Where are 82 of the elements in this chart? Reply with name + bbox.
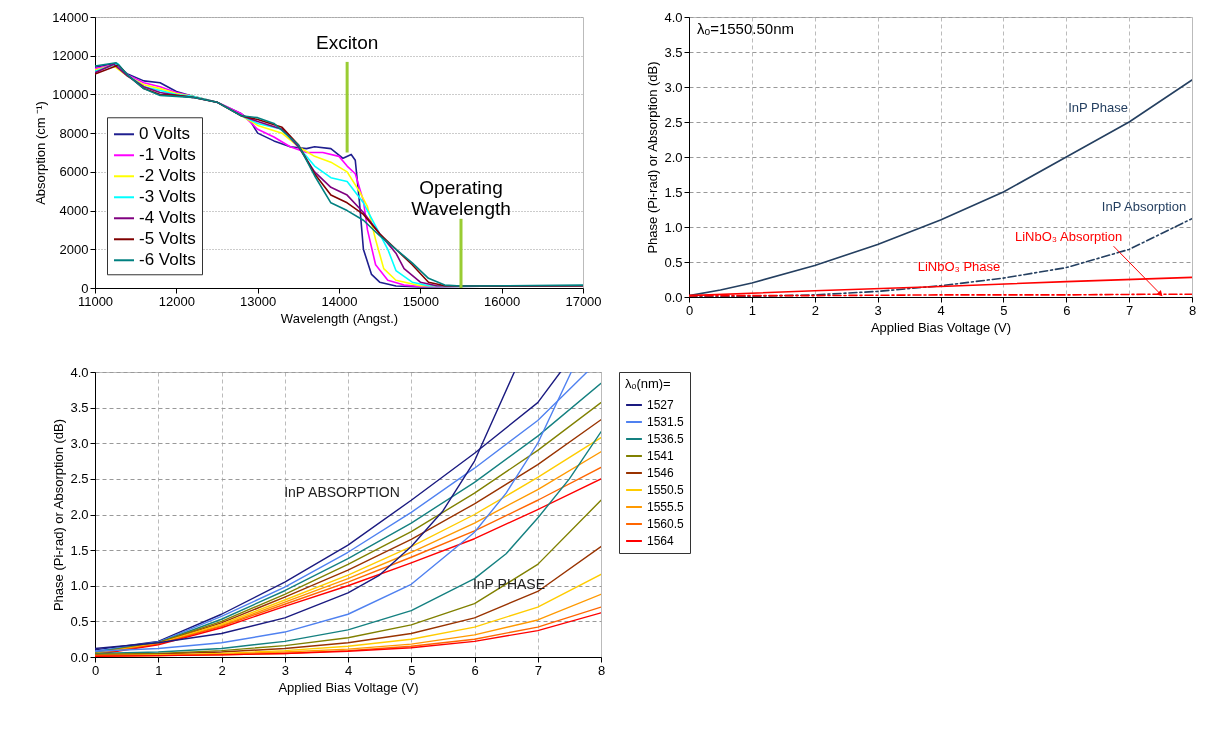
annotation: InP Absorption xyxy=(1101,199,1187,214)
y-tick-label: 4.0 xyxy=(70,364,89,380)
legend-label: 1550.5 xyxy=(647,483,685,497)
y-tick-label: 0.0 xyxy=(664,289,683,305)
x-tick-label: 8 xyxy=(1188,302,1197,318)
legend-label: -3 Volts xyxy=(139,187,196,207)
x-tick-label: 13000 xyxy=(240,293,277,309)
x-tick-label: 6 xyxy=(1063,302,1071,318)
y-tick-label: 4.0 xyxy=(664,9,683,25)
x-tick-label: 1 xyxy=(748,302,756,318)
legend-label: 1527 xyxy=(647,398,675,412)
x-tick-label: 7 xyxy=(534,662,542,678)
x-tick-label: 3 xyxy=(874,302,882,318)
annotation: InP Phase xyxy=(1068,100,1128,115)
y-tick-label: 0.5 xyxy=(70,613,89,629)
y-tick-label: 2.5 xyxy=(664,114,683,130)
x-tick-label: 8 xyxy=(597,662,606,678)
y-tick-label: 3.0 xyxy=(70,435,89,451)
y-tick-label: 1.0 xyxy=(70,578,89,594)
x-tick-label: 16000 xyxy=(484,293,521,309)
annotation: LiNbO₃ Phase xyxy=(917,259,1001,274)
legend-label: 1531.5 xyxy=(647,415,685,429)
legend-label: 1560.5 xyxy=(647,517,685,531)
y-tick-label: 1.5 xyxy=(664,184,683,200)
annotation: LiNbO₃ Absorption xyxy=(1014,229,1123,245)
legend-label: -4 Volts xyxy=(139,208,196,228)
legend-label: 1546 xyxy=(647,466,675,480)
y-tick-label: 0.0 xyxy=(70,649,89,665)
legend-title: λₒ(nm)= xyxy=(625,376,671,391)
x-tick-label: 15000 xyxy=(402,293,439,309)
y-axis-title: Phase (Pi-rad) or Absorption (dB) xyxy=(645,61,661,254)
y-axis-title: Absorption (cm ⁻¹) xyxy=(33,101,49,205)
y-tick-label: 3.0 xyxy=(664,79,683,95)
x-tick-label: 0 xyxy=(685,302,694,318)
y-tick-label: 3.5 xyxy=(70,400,89,416)
annotation: Operating Wavelength xyxy=(411,177,511,219)
y-tick-label: 8000 xyxy=(59,125,89,141)
legend-label: -2 Volts xyxy=(139,166,196,186)
y-tick-label: 2000 xyxy=(59,241,89,257)
legend-label: 1536.5 xyxy=(647,432,685,446)
x-tick-label: 2 xyxy=(218,662,226,678)
y-tick-label: 2.0 xyxy=(70,507,89,522)
x-tick-label: 5 xyxy=(1000,302,1008,318)
annotation: InP ABSORPTION xyxy=(284,484,400,500)
x-tick-label: 3 xyxy=(281,662,289,678)
x-axis-title: Applied Bias Voltage (V) xyxy=(870,319,1012,335)
y-tick-label: 12000 xyxy=(52,48,89,64)
y-tick-label: 14000 xyxy=(52,9,89,25)
x-tick-label: 6 xyxy=(471,662,479,678)
legend-label: -5 Volts xyxy=(139,229,196,249)
x-tick-label: 11000 xyxy=(77,293,114,309)
x-tick-label: 17000 xyxy=(565,293,602,309)
y-tick-label: 6000 xyxy=(59,164,89,180)
x-tick-label: 0 xyxy=(91,662,100,678)
legend-label: 1555.5 xyxy=(647,500,685,514)
legend-label: -6 Volts xyxy=(139,250,196,270)
x-tick-label: 5 xyxy=(408,662,416,678)
y-tick-label: 1.5 xyxy=(70,542,89,558)
legend-label: -1 Volts xyxy=(139,145,196,165)
y-axis-title: Phase (Pi-rad) or Absorption (dB) xyxy=(51,418,67,612)
y-tick-label: 2.0 xyxy=(664,149,683,165)
annotation: λₒ=1550.50nm xyxy=(697,20,794,37)
legend-label: 1564 xyxy=(647,534,675,548)
x-tick-label: 4 xyxy=(937,302,945,318)
legend-label: 1541 xyxy=(647,449,675,463)
x-tick-label: 12000 xyxy=(158,293,195,309)
y-tick-label: 4000 xyxy=(59,203,89,219)
x-axis-title: Applied Bias Voltage (V) xyxy=(278,679,419,695)
y-tick-label: 1.0 xyxy=(664,219,683,235)
y-tick-label: 0 xyxy=(81,280,89,296)
y-tick-label: 3.5 xyxy=(664,44,683,60)
x-tick-label: 1 xyxy=(155,662,163,678)
x-tick-label: 2 xyxy=(811,302,819,318)
y-tick-label: 10000 xyxy=(52,86,89,102)
y-tick-label: 2.5 xyxy=(70,471,89,487)
x-tick-label: 7 xyxy=(1126,302,1134,318)
x-tick-label: 4 xyxy=(344,662,353,678)
annotation: Exciton xyxy=(315,31,379,53)
legend-label: 0 Volts xyxy=(139,124,191,144)
x-axis-title: Wavelength (Angst.) xyxy=(280,310,399,326)
x-tick-label: 14000 xyxy=(321,293,358,309)
y-tick-label: 0.5 xyxy=(664,254,683,270)
